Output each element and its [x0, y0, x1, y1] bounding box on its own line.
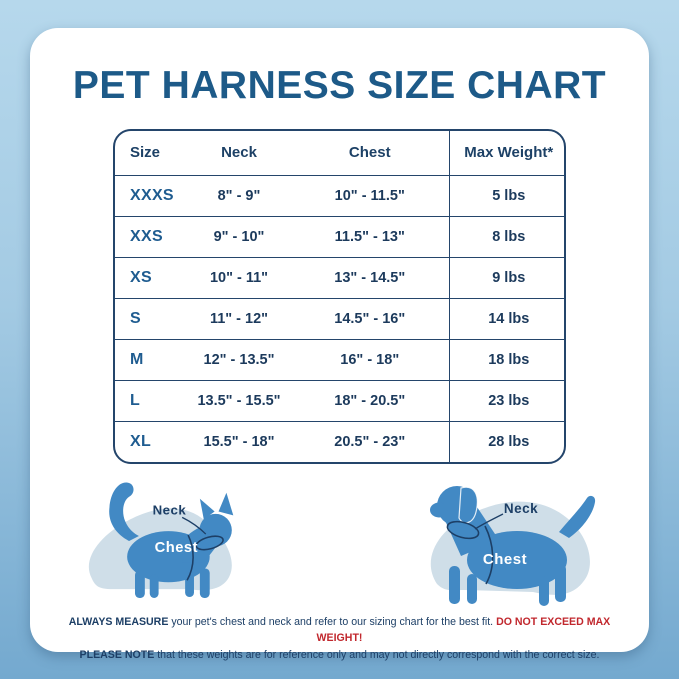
max-weight-cell: 9 lbs	[448, 256, 564, 298]
max-weight-cell: 5 lbs	[448, 175, 564, 216]
please-note-text: PLEASE NOTE	[79, 648, 155, 661]
size-cell: XXXS	[130, 186, 174, 204]
size-cell: XXS	[115, 215, 187, 257]
table-row: L 13.5" - 15.5" 18" - 20.5" 23 lbs	[115, 379, 564, 421]
table-row: XL 15.5" - 18" 20.5" - 23" 28 lbs	[115, 420, 564, 462]
table-row: XXXS 8" - 9" 10" - 11.5" 5 lbs	[115, 175, 564, 216]
max-weight-cell: 18 lbs	[448, 338, 564, 380]
dog-chest-label: Chest	[483, 551, 527, 568]
cat-chest-label: Chest	[155, 540, 198, 556]
cat-chest-measure-line	[186, 534, 194, 581]
neck-cell: 10" - 11"	[187, 256, 291, 298]
neck-cell: 12" - 13.5"	[187, 338, 291, 380]
footer-line-1-text: your pet's chest and neck and refer to o…	[168, 616, 497, 628]
neck-cell: 8" - 9"	[217, 187, 261, 204]
always-measure-text: ALWAYS MEASURE	[68, 616, 169, 628]
cat-neck-measure-loop	[195, 535, 224, 551]
dog-neck-label: Neck	[504, 501, 538, 516]
size-cell: M	[115, 338, 187, 380]
chest-cell: 16" - 18"	[291, 338, 449, 380]
column-header-max-weight: Max Weight*	[448, 131, 564, 176]
neck-cell: 11" - 12"	[187, 297, 291, 339]
dog-silhouette	[430, 486, 596, 606]
dog-neck-measure-loop	[446, 520, 480, 540]
table-row: M 12" - 13.5" 16" - 18" 18 lbs	[115, 338, 564, 380]
footer-line-1: ALWAYS MEASURE your pet's chest and neck…	[66, 614, 613, 647]
measurement-diagrams: Neck Chest Neck Chest	[78, 474, 607, 610]
cat-illustration: Neck Chest	[88, 482, 234, 598]
footer-line-2: PLEASE NOTE that these weights are for r…	[66, 647, 613, 663]
table-row: XXS 9" - 10" 11.5" - 13" 8 lbs	[115, 215, 564, 257]
dog-chest-measure-line	[484, 525, 494, 585]
size-cell: L	[115, 379, 187, 421]
chest-cell: 10" - 11.5"	[334, 187, 405, 204]
max-weight-cell: 8 lbs	[448, 215, 564, 257]
size-cell: XS	[115, 256, 187, 298]
page-title: PET HARNESS SIZE CHART	[72, 64, 607, 107]
footer-line-2-text: that these weights are for reference onl…	[154, 648, 600, 661]
chest-cell: 18" - 20.5"	[291, 379, 449, 421]
size-cell: XL	[115, 420, 187, 462]
size-chart-card: PET HARNESS SIZE CHART Size Neck Chest M…	[30, 28, 649, 661]
cat-neck-pointer-line	[181, 516, 207, 535]
chest-cell: 13" - 14.5"	[291, 256, 449, 298]
table-row: S 11" - 12" 14.5" - 16" 14 lbs	[115, 297, 564, 339]
chest-cell: 20.5" - 23"	[291, 420, 449, 462]
cat-neck-label: Neck	[153, 502, 187, 517]
column-header-neck: Neck	[187, 131, 291, 176]
footer-notes: ALWAYS MEASURE your pet's chest and neck…	[30, 614, 649, 663]
neck-cell: 13.5" - 15.5"	[187, 379, 291, 421]
size-table: Size Neck Chest Max Weight* XXXS 8" - 9"…	[113, 129, 566, 464]
chest-cell: 11.5" - 13"	[291, 215, 449, 257]
table-row: XS 10" - 11" 13" - 14.5" 9 lbs	[115, 256, 564, 298]
dog-illustration: Neck Chest	[430, 486, 596, 606]
dog-neck-pointer-line	[474, 513, 504, 530]
neck-cell: 15.5" - 18"	[187, 420, 291, 462]
neck-cell: 9" - 10"	[187, 215, 291, 257]
cat-silhouette	[109, 482, 234, 598]
max-weight-cell: 28 lbs	[448, 420, 564, 462]
size-cell: S	[115, 297, 187, 339]
max-weight-cell: 23 lbs	[448, 379, 564, 421]
max-weight-cell: 14 lbs	[448, 297, 564, 339]
column-header-size: Size	[115, 131, 187, 176]
column-header-chest: Chest	[291, 131, 449, 176]
chest-cell: 14.5" - 16"	[291, 297, 449, 339]
table-header-row: Size Neck Chest Max Weight*	[115, 131, 564, 176]
max-weight-warning-text: DO NOT EXCEED MAX WEIGHT!	[316, 616, 611, 645]
